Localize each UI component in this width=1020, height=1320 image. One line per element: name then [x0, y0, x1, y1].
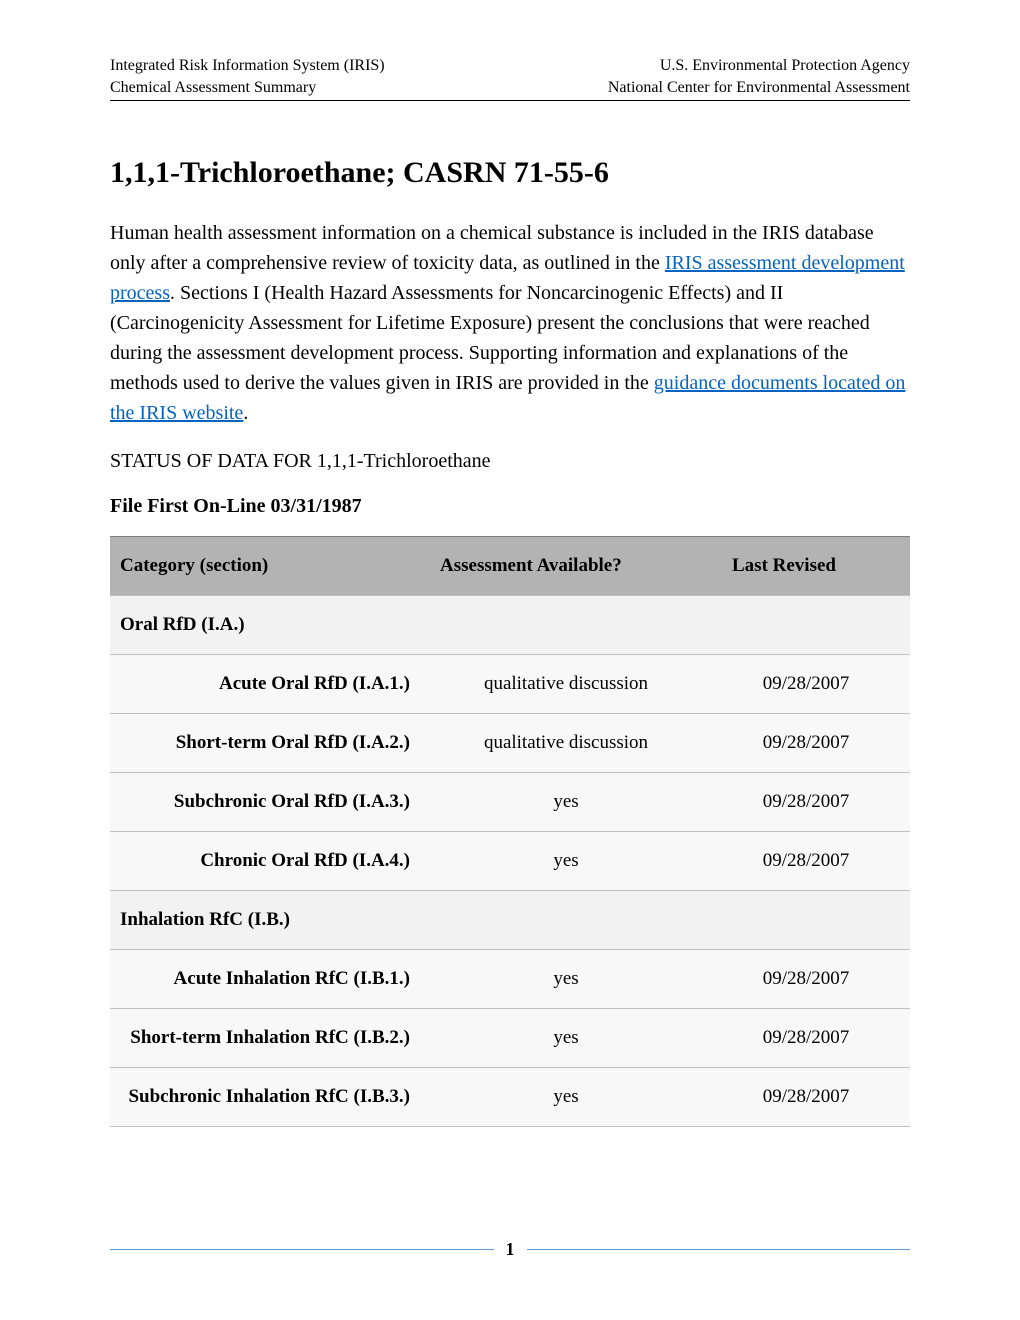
- col-header-available: Assessment Available?: [430, 537, 702, 596]
- intro-text-3: .: [243, 402, 248, 424]
- row-revised: 09/28/2007: [702, 1068, 910, 1127]
- page-number: 1: [506, 1239, 515, 1260]
- file-first-online: File First On-Line 03/31/1987: [110, 495, 910, 518]
- row-revised: 09/28/2007: [702, 714, 910, 773]
- row-category: Short-term Oral RfD (I.A.2.): [110, 714, 430, 773]
- row-category: Acute Inhalation RfC (I.B.1.): [110, 950, 430, 1009]
- assessment-table: Category (section) Assessment Available?…: [110, 536, 910, 1127]
- footer-rule-left: [110, 1249, 494, 1250]
- table-row: Acute Oral RfD (I.A.1.)qualitative discu…: [110, 655, 910, 714]
- row-revised: 09/28/2007: [702, 832, 910, 891]
- row-available: qualitative discussion: [430, 714, 702, 773]
- section-label: Inhalation RfC (I.B.): [110, 891, 910, 950]
- row-available: yes: [430, 773, 702, 832]
- footer-rule-right: [527, 1249, 911, 1250]
- table-row: Chronic Oral RfD (I.A.4.)yes09/28/2007: [110, 832, 910, 891]
- row-category: Short-term Inhalation RfC (I.B.2.): [110, 1009, 430, 1068]
- row-category: Chronic Oral RfD (I.A.4.): [110, 832, 430, 891]
- header-left-line1: Integrated Risk Information System (IRIS…: [110, 55, 385, 77]
- row-revised: 09/28/2007: [702, 773, 910, 832]
- row-category: Acute Oral RfD (I.A.1.): [110, 655, 430, 714]
- row-available: yes: [430, 950, 702, 1009]
- table-header-row: Category (section) Assessment Available?…: [110, 537, 910, 596]
- row-available: yes: [430, 1068, 702, 1127]
- page-container: Integrated Risk Information System (IRIS…: [0, 0, 1020, 1127]
- table-row: Subchronic Inhalation RfC (I.B.3.)yes09/…: [110, 1068, 910, 1127]
- row-category: Subchronic Inhalation RfC (I.B.3.): [110, 1068, 430, 1127]
- row-category: Subchronic Oral RfD (I.A.3.): [110, 773, 430, 832]
- col-header-category: Category (section): [110, 537, 430, 596]
- page-title: 1,1,1-Trichloroethane; CASRN 71-55-6: [110, 156, 910, 190]
- header-right-line1: U.S. Environmental Protection Agency: [660, 55, 910, 77]
- header-right-line2: National Center for Environmental Assess…: [608, 77, 910, 99]
- section-label: Oral RfD (I.A.): [110, 596, 910, 655]
- intro-paragraph: Human health assessment information on a…: [110, 218, 910, 428]
- row-available: yes: [430, 1009, 702, 1068]
- table-row: Acute Inhalation RfC (I.B.1.)yes09/28/20…: [110, 950, 910, 1009]
- page-header: Integrated Risk Information System (IRIS…: [110, 55, 910, 101]
- table-row: Short-term Oral RfD (I.A.2.)qualitative …: [110, 714, 910, 773]
- table-row: Oral RfD (I.A.): [110, 596, 910, 655]
- row-revised: 09/28/2007: [702, 1009, 910, 1068]
- page-footer: 1: [110, 1239, 910, 1260]
- row-available: qualitative discussion: [430, 655, 702, 714]
- table-row: Inhalation RfC (I.B.): [110, 891, 910, 950]
- status-line: STATUS OF DATA FOR 1,1,1-Trichloroethane: [110, 450, 910, 473]
- row-revised: 09/28/2007: [702, 950, 910, 1009]
- table-row: Subchronic Oral RfD (I.A.3.)yes09/28/200…: [110, 773, 910, 832]
- row-revised: 09/28/2007: [702, 655, 910, 714]
- header-rule: [110, 100, 910, 101]
- row-available: yes: [430, 832, 702, 891]
- col-header-revised: Last Revised: [702, 537, 910, 596]
- header-left-line2: Chemical Assessment Summary: [110, 77, 316, 99]
- table-row: Short-term Inhalation RfC (I.B.2.)yes09/…: [110, 1009, 910, 1068]
